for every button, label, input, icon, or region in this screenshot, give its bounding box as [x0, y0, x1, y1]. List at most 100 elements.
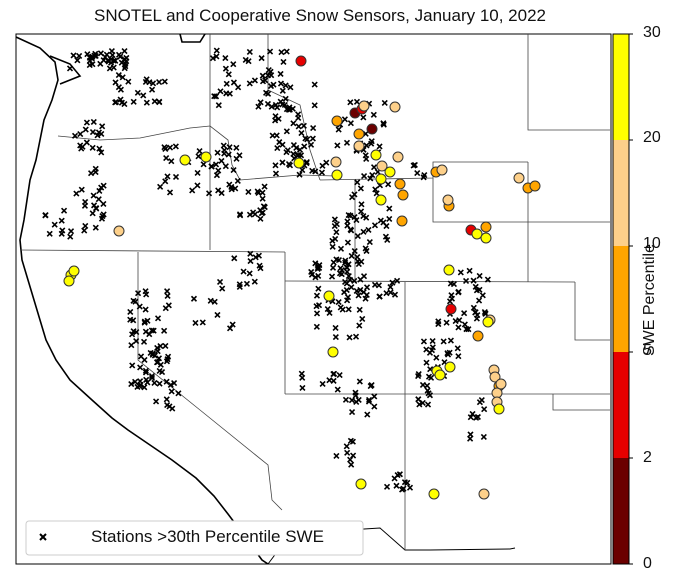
station-cross [376, 143, 383, 150]
station-cross [274, 104, 281, 111]
station-cross [353, 217, 360, 224]
station-marker-10-20 [389, 101, 401, 113]
station-cross [363, 142, 370, 149]
station-cross [348, 252, 355, 260]
station-cross [351, 248, 358, 255]
station-cross [156, 380, 163, 387]
station-cross [211, 93, 218, 100]
station-cross [283, 106, 290, 113]
station-cross [83, 119, 90, 126]
station-cross [81, 202, 89, 209]
station-cross [142, 328, 149, 335]
station-cross [141, 319, 148, 326]
station-cross [112, 57, 119, 64]
station-cross [264, 100, 271, 107]
station-cross [463, 326, 470, 333]
station-cross [258, 55, 265, 62]
station-cross [156, 78, 163, 86]
station-cross [355, 396, 362, 404]
station-cross [245, 188, 252, 196]
station-cross [252, 254, 259, 261]
colorbar-tick-30: 30 [643, 24, 661, 41]
station-cross [454, 345, 461, 352]
station-cross [410, 162, 417, 169]
station-marker-20-30 [355, 478, 367, 490]
station-marker-20-30 [370, 149, 382, 161]
station-cross [175, 390, 182, 397]
station-cross [476, 272, 483, 280]
station-cross [264, 90, 272, 97]
station-cross [213, 53, 220, 60]
station-cross [256, 262, 263, 269]
station-cross [211, 298, 218, 305]
station-cross [337, 245, 345, 252]
station-cross [349, 438, 356, 445]
station-cross [295, 123, 302, 130]
station-cross [315, 285, 322, 292]
station-cross [420, 338, 427, 345]
station-cross [109, 51, 116, 59]
station-cross [267, 48, 274, 55]
station-cross [71, 132, 79, 139]
colorbar-tick-20: 20 [643, 129, 661, 146]
station-marker-20-30 [327, 346, 339, 358]
station-cross [363, 214, 370, 221]
colorbar-frame [612, 33, 630, 565]
station-cross [226, 144, 233, 151]
station-marker-20-30 [68, 265, 80, 277]
station-cross [246, 270, 253, 277]
station-cross [98, 215, 106, 222]
station-cross [324, 306, 331, 313]
station-cross [455, 353, 462, 360]
map-frame [15, 33, 612, 565]
station-cross [329, 237, 336, 244]
station-cross [476, 297, 483, 304]
station-cross [123, 54, 130, 62]
station-cross [401, 479, 408, 486]
station-cross [95, 196, 102, 203]
station-cross [225, 151, 232, 158]
station-cross [440, 338, 447, 345]
station-cross [209, 55, 217, 62]
station-cross [287, 84, 294, 91]
station-cross [481, 406, 488, 413]
station-cross [377, 217, 384, 224]
station-cross [472, 414, 480, 421]
station-cross [118, 59, 125, 66]
station-cross [362, 245, 369, 252]
station-cross [473, 315, 480, 322]
station-cross [472, 309, 479, 316]
station-cross [81, 227, 88, 234]
station-cross [164, 288, 171, 295]
station-cross [166, 144, 174, 151]
station-cross [196, 148, 203, 155]
station-cross [364, 411, 371, 418]
station-cross [255, 103, 262, 110]
station-cross [92, 165, 99, 172]
station-cross [331, 370, 338, 377]
station-cross [352, 392, 359, 399]
station-cross [190, 295, 198, 302]
station-cross [259, 195, 266, 202]
station-cross [247, 250, 254, 257]
station-cross [351, 213, 358, 221]
station-cross [372, 186, 379, 193]
station-cross [335, 256, 343, 264]
station-cross [298, 130, 305, 137]
station-cross [461, 310, 468, 317]
station-marker-5-10 [331, 115, 343, 127]
station-cross [319, 162, 326, 169]
station-cross [361, 173, 368, 180]
station-cross [353, 98, 361, 105]
station-cross [142, 369, 150, 376]
station-cross [273, 132, 280, 139]
station-cross [319, 380, 326, 388]
station-cross [293, 144, 300, 152]
station-cross [76, 52, 83, 60]
station-cross [143, 291, 150, 298]
station-cross [164, 292, 171, 299]
station-cross [143, 99, 150, 106]
station-cross [343, 286, 350, 294]
station-cross [83, 139, 90, 146]
station-marker-20-30 [323, 290, 335, 302]
